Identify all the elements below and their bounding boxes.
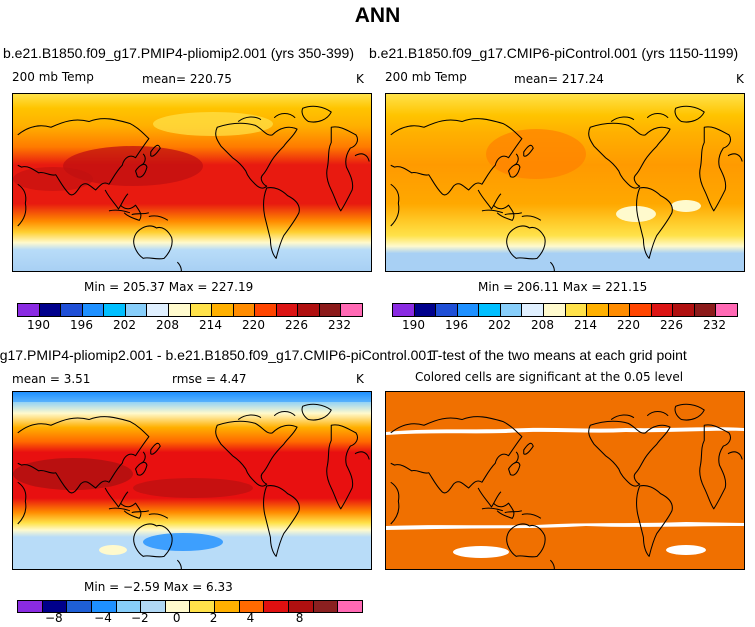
- colorbar-cell: [694, 304, 717, 316]
- colorbar-cell: [587, 304, 609, 316]
- colorbar-cell: [276, 304, 299, 316]
- colorbar-cell: [313, 601, 339, 612]
- colorbar-cell: [457, 304, 480, 316]
- panel1-variable: 200 mb Temp: [12, 70, 94, 84]
- panel2-colorbar: [392, 303, 738, 317]
- panel3-colorbar-ticks: −8 −4 −2 0 2 4 8: [17, 611, 361, 627]
- colorbar-cell: [91, 601, 117, 612]
- panel2-minmax: Min = 206.11 Max = 221.15: [478, 280, 648, 294]
- panel2-colorbar-ticks: 190 196 202 208 214 220 226 232: [392, 318, 736, 334]
- colorbar-tick-label: −8: [44, 611, 63, 625]
- colorbar-cell: [165, 601, 191, 612]
- colorbar-tick-label: −2: [130, 611, 149, 625]
- colorbar-tick-label: 220: [617, 318, 640, 332]
- colorbar-cell: [673, 304, 695, 316]
- colorbar-cell: [190, 601, 216, 612]
- panel1-colorbar-ticks: 190 196 202 208 214 220 226 232: [17, 318, 361, 334]
- panel4-map: [385, 391, 745, 570]
- colorbar-tick-label: 208: [531, 318, 554, 332]
- colorbar-tick-label: 214: [199, 318, 222, 332]
- panel3-mean: mean = 3.51: [12, 372, 91, 386]
- colorbar-cell: [716, 304, 737, 316]
- colorbar-tick-label: 226: [660, 318, 683, 332]
- panel3-minmax: Min = −2.59 Max = 6.33: [84, 580, 233, 594]
- colorbar-cell: [651, 304, 674, 316]
- colorbar-cell: [338, 601, 362, 612]
- colorbar-cell: [82, 304, 105, 316]
- panel4-title: T-test of the two means at each grid poi…: [430, 347, 687, 363]
- panel3-rmse: rmse = 4.47: [172, 372, 247, 386]
- colorbar-tick-label: 190: [402, 318, 425, 332]
- panel1-minmax: Min = 205.37 Max = 227.19: [84, 280, 254, 294]
- colorbar-cell: [264, 601, 290, 612]
- colorbar-cell: [393, 304, 415, 316]
- colorbar-cell: [522, 304, 544, 316]
- panel2-units: K: [736, 72, 744, 86]
- colorbar-cell: [255, 304, 277, 316]
- panel1-mean: mean= 220.75: [142, 72, 232, 86]
- panel2-variable: 200 mb Temp: [385, 70, 467, 84]
- colorbar-tick-label: 208: [156, 318, 179, 332]
- colorbar-cell: [18, 601, 43, 612]
- colorbar-tick-label: 214: [574, 318, 597, 332]
- colorbar-cell: [212, 304, 234, 316]
- panel3-colorbar: [17, 600, 363, 613]
- colorbar-tick-label: 202: [488, 318, 511, 332]
- panel1-title: b.e21.B1850.f09_g17.PMIP4-pliomip2.001 (…: [3, 45, 354, 61]
- colorbar-cell: [104, 304, 126, 316]
- colorbar-cell: [233, 304, 256, 316]
- colorbar-cell: [608, 304, 631, 316]
- colorbar-cell: [436, 304, 458, 316]
- panel4-subtitle: Colored cells are significant at the 0.0…: [415, 370, 684, 384]
- panel2-map: [385, 93, 745, 272]
- colorbar-tick-label: −4: [94, 611, 112, 625]
- colorbar-cell: [141, 601, 166, 612]
- colorbar-cell: [190, 304, 213, 316]
- figure-title: ANN: [354, 4, 401, 27]
- colorbar-cell: [319, 304, 342, 316]
- colorbar-tick-label: 232: [703, 318, 726, 332]
- colorbar-cell: [414, 304, 437, 316]
- colorbar-cell: [39, 304, 62, 316]
- colorbar-tick-label: 8: [295, 611, 304, 625]
- colorbar-cell: [215, 601, 240, 612]
- panel3-title: b.e21.B1850.f09_g17.PMIP4-pliomip2.001 -…: [0, 347, 434, 363]
- colorbar-cell: [125, 304, 148, 316]
- colorbar-cell: [42, 601, 68, 612]
- colorbar-tick-label: 2: [209, 611, 218, 625]
- colorbar-cell: [500, 304, 523, 316]
- colorbar-cell: [479, 304, 501, 316]
- colorbar-cell: [61, 304, 83, 316]
- panel2-mean: mean= 217.24: [514, 72, 604, 86]
- colorbar-cell: [341, 304, 362, 316]
- panel2-title: b.e21.B1850.f09_g17.CMIP6-piControl.001 …: [369, 45, 739, 61]
- colorbar-tick-label: 220: [242, 318, 265, 332]
- colorbar-cell: [630, 304, 652, 316]
- colorbar-cell: [67, 601, 92, 612]
- panel1-units: K: [356, 72, 364, 86]
- colorbar-cell: [565, 304, 588, 316]
- colorbar-cell: [289, 601, 314, 612]
- colorbar-tick-label: 4: [246, 611, 255, 625]
- colorbar-tick-label: 202: [113, 318, 136, 332]
- colorbar-tick-label: 226: [285, 318, 308, 332]
- colorbar-tick-label: 196: [445, 318, 468, 332]
- colorbar-cell: [18, 304, 40, 316]
- panel3-map: [12, 391, 372, 570]
- colorbar-cell: [239, 601, 265, 612]
- colorbar-cell: [298, 304, 320, 316]
- colorbar-tick-label: 232: [328, 318, 351, 332]
- panel1-map: [12, 93, 372, 272]
- colorbar-cell: [147, 304, 169, 316]
- colorbar-cell: [116, 601, 142, 612]
- colorbar-cell: [168, 304, 191, 316]
- colorbar-tick-label: 0: [172, 611, 181, 625]
- colorbar-tick-label: 190: [27, 318, 50, 332]
- colorbar-tick-label: 196: [70, 318, 93, 332]
- panel1-colorbar: [17, 303, 363, 317]
- colorbar-cell: [543, 304, 566, 316]
- panel3-units: K: [356, 372, 364, 386]
